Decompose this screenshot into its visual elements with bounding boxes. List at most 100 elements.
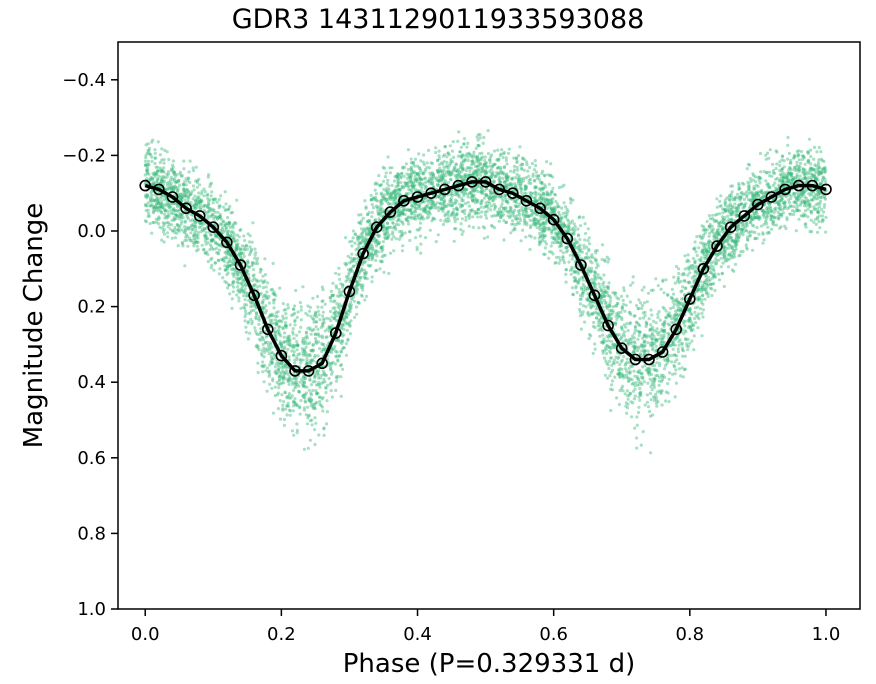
raw-point [426,179,431,183]
raw-point [483,169,487,174]
raw-point [500,202,504,206]
raw-point [598,334,602,338]
raw-point [168,186,172,190]
raw-point [253,247,257,251]
raw-point [392,249,396,253]
raw-point [765,231,769,235]
raw-point [460,217,464,221]
raw-point [202,247,206,252]
raw-point [218,214,222,219]
raw-point [320,397,324,401]
raw-point [320,285,324,289]
raw-point [271,261,275,266]
raw-point [434,206,438,210]
raw-point [718,224,722,228]
raw-point [742,205,747,209]
raw-point [189,231,193,235]
raw-point [747,231,751,235]
raw-point [600,257,604,262]
raw-point [191,184,195,188]
raw-point [445,155,449,159]
raw-point [587,266,591,270]
raw-point [633,374,637,378]
raw-point [450,149,454,153]
raw-point [295,340,299,344]
raw-point [236,273,240,277]
raw-point [769,218,773,222]
raw-point [504,178,508,182]
raw-point [633,387,637,391]
raw-point [554,231,558,235]
raw-point [662,324,666,328]
raw-point [649,451,653,455]
raw-point [637,298,641,302]
raw-point [217,259,221,263]
raw-point [335,354,339,358]
raw-point [676,350,681,354]
raw-point [737,234,741,238]
raw-point [454,163,458,167]
raw-point [601,341,606,345]
raw-point [224,226,228,230]
raw-point [642,285,646,289]
raw-point [786,157,790,161]
raw-point [299,358,303,362]
raw-point [149,175,153,179]
raw-point [655,327,659,331]
raw-point [374,192,378,196]
raw-point [381,240,385,244]
raw-point [261,342,265,347]
raw-point [283,331,287,335]
raw-point [208,198,212,202]
raw-point [211,197,215,201]
raw-point [447,153,451,157]
raw-point [605,376,610,380]
raw-point [614,323,618,327]
raw-point [608,374,612,378]
raw-point [752,187,756,191]
raw-point [578,215,582,219]
raw-point [180,241,184,245]
raw-point [273,330,277,334]
raw-point [765,183,769,187]
raw-point [549,162,553,166]
raw-point [694,250,698,254]
raw-point [464,187,469,192]
raw-point [251,221,255,225]
raw-point [813,177,818,181]
raw-point [309,391,313,395]
raw-point [587,236,591,240]
raw-point [781,179,785,183]
raw-point [316,327,320,331]
raw-point [497,210,501,214]
raw-point [795,198,799,203]
raw-point [223,250,227,255]
raw-point [329,289,333,293]
raw-point [529,235,533,239]
raw-point [487,196,491,200]
raw-point [705,219,709,224]
raw-point [360,234,364,238]
raw-point [823,166,827,170]
raw-point [474,169,478,173]
raw-point [313,310,318,315]
raw-point [308,326,312,330]
raw-point [679,374,683,378]
raw-point [292,350,296,354]
raw-point [216,258,220,262]
raw-point [578,237,582,242]
raw-point [679,290,683,294]
raw-point [183,264,187,268]
raw-point [678,302,682,307]
raw-point [749,221,753,225]
raw-point [370,275,374,279]
raw-point [633,326,638,330]
raw-point [321,288,325,292]
raw-point [641,346,645,350]
raw-point [361,283,365,287]
raw-point [177,229,181,233]
raw-point [499,215,503,219]
raw-point [285,413,289,417]
raw-point [662,291,666,295]
raw-point [807,202,811,207]
